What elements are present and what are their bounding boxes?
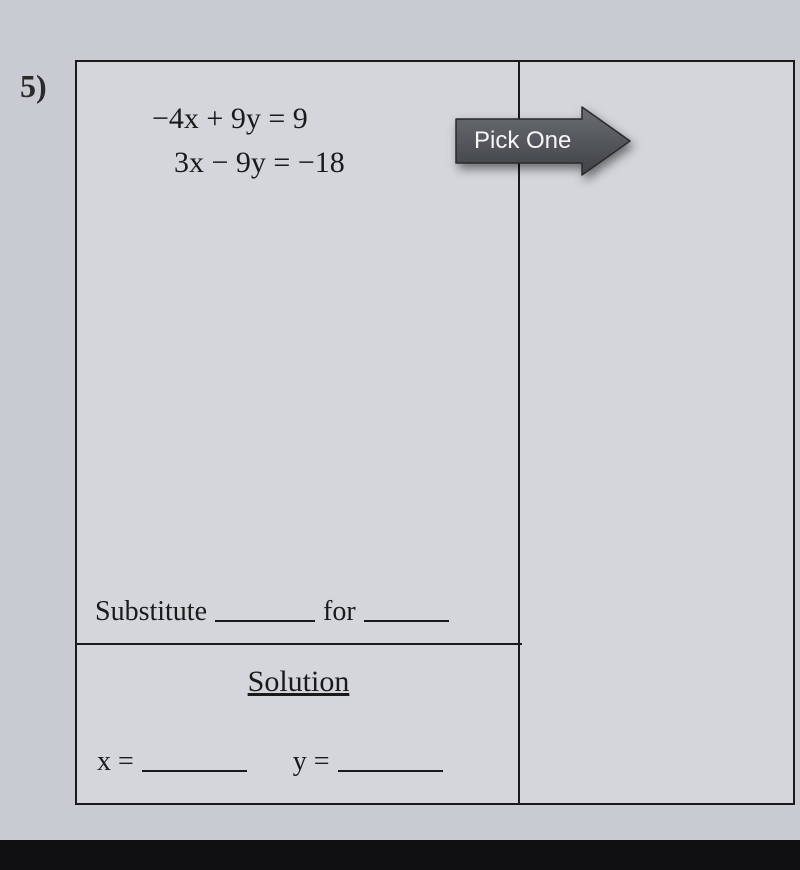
equation-block: −4x + 9y = 9 3x − 9y = −18 xyxy=(152,97,345,184)
worksheet-container: −4x + 9y = 9 3x − 9y = −18 Substitute fo… xyxy=(75,60,795,805)
solution-box: Solution x = y = xyxy=(75,643,522,803)
x-blank[interactable] xyxy=(142,768,247,772)
substitute-label: Substitute xyxy=(95,596,207,628)
solution-row: x = y = xyxy=(97,746,443,778)
y-label: y = xyxy=(293,746,330,778)
substitute-blank-1[interactable] xyxy=(215,618,315,622)
equation-2: 3x − 9y = −18 xyxy=(152,141,345,185)
solution-title: Solution xyxy=(75,665,522,699)
substitute-blank-2[interactable] xyxy=(364,618,449,622)
problem-number: 5) xyxy=(20,68,47,105)
for-label: for xyxy=(323,596,356,628)
equation-1: −4x + 9y = 9 xyxy=(152,97,345,141)
y-blank[interactable] xyxy=(338,768,443,772)
substitute-row: Substitute for xyxy=(95,596,449,628)
pick-one-arrow[interactable]: Pick One xyxy=(450,105,635,182)
x-label: x = xyxy=(97,746,134,778)
bottom-strip xyxy=(0,840,800,870)
